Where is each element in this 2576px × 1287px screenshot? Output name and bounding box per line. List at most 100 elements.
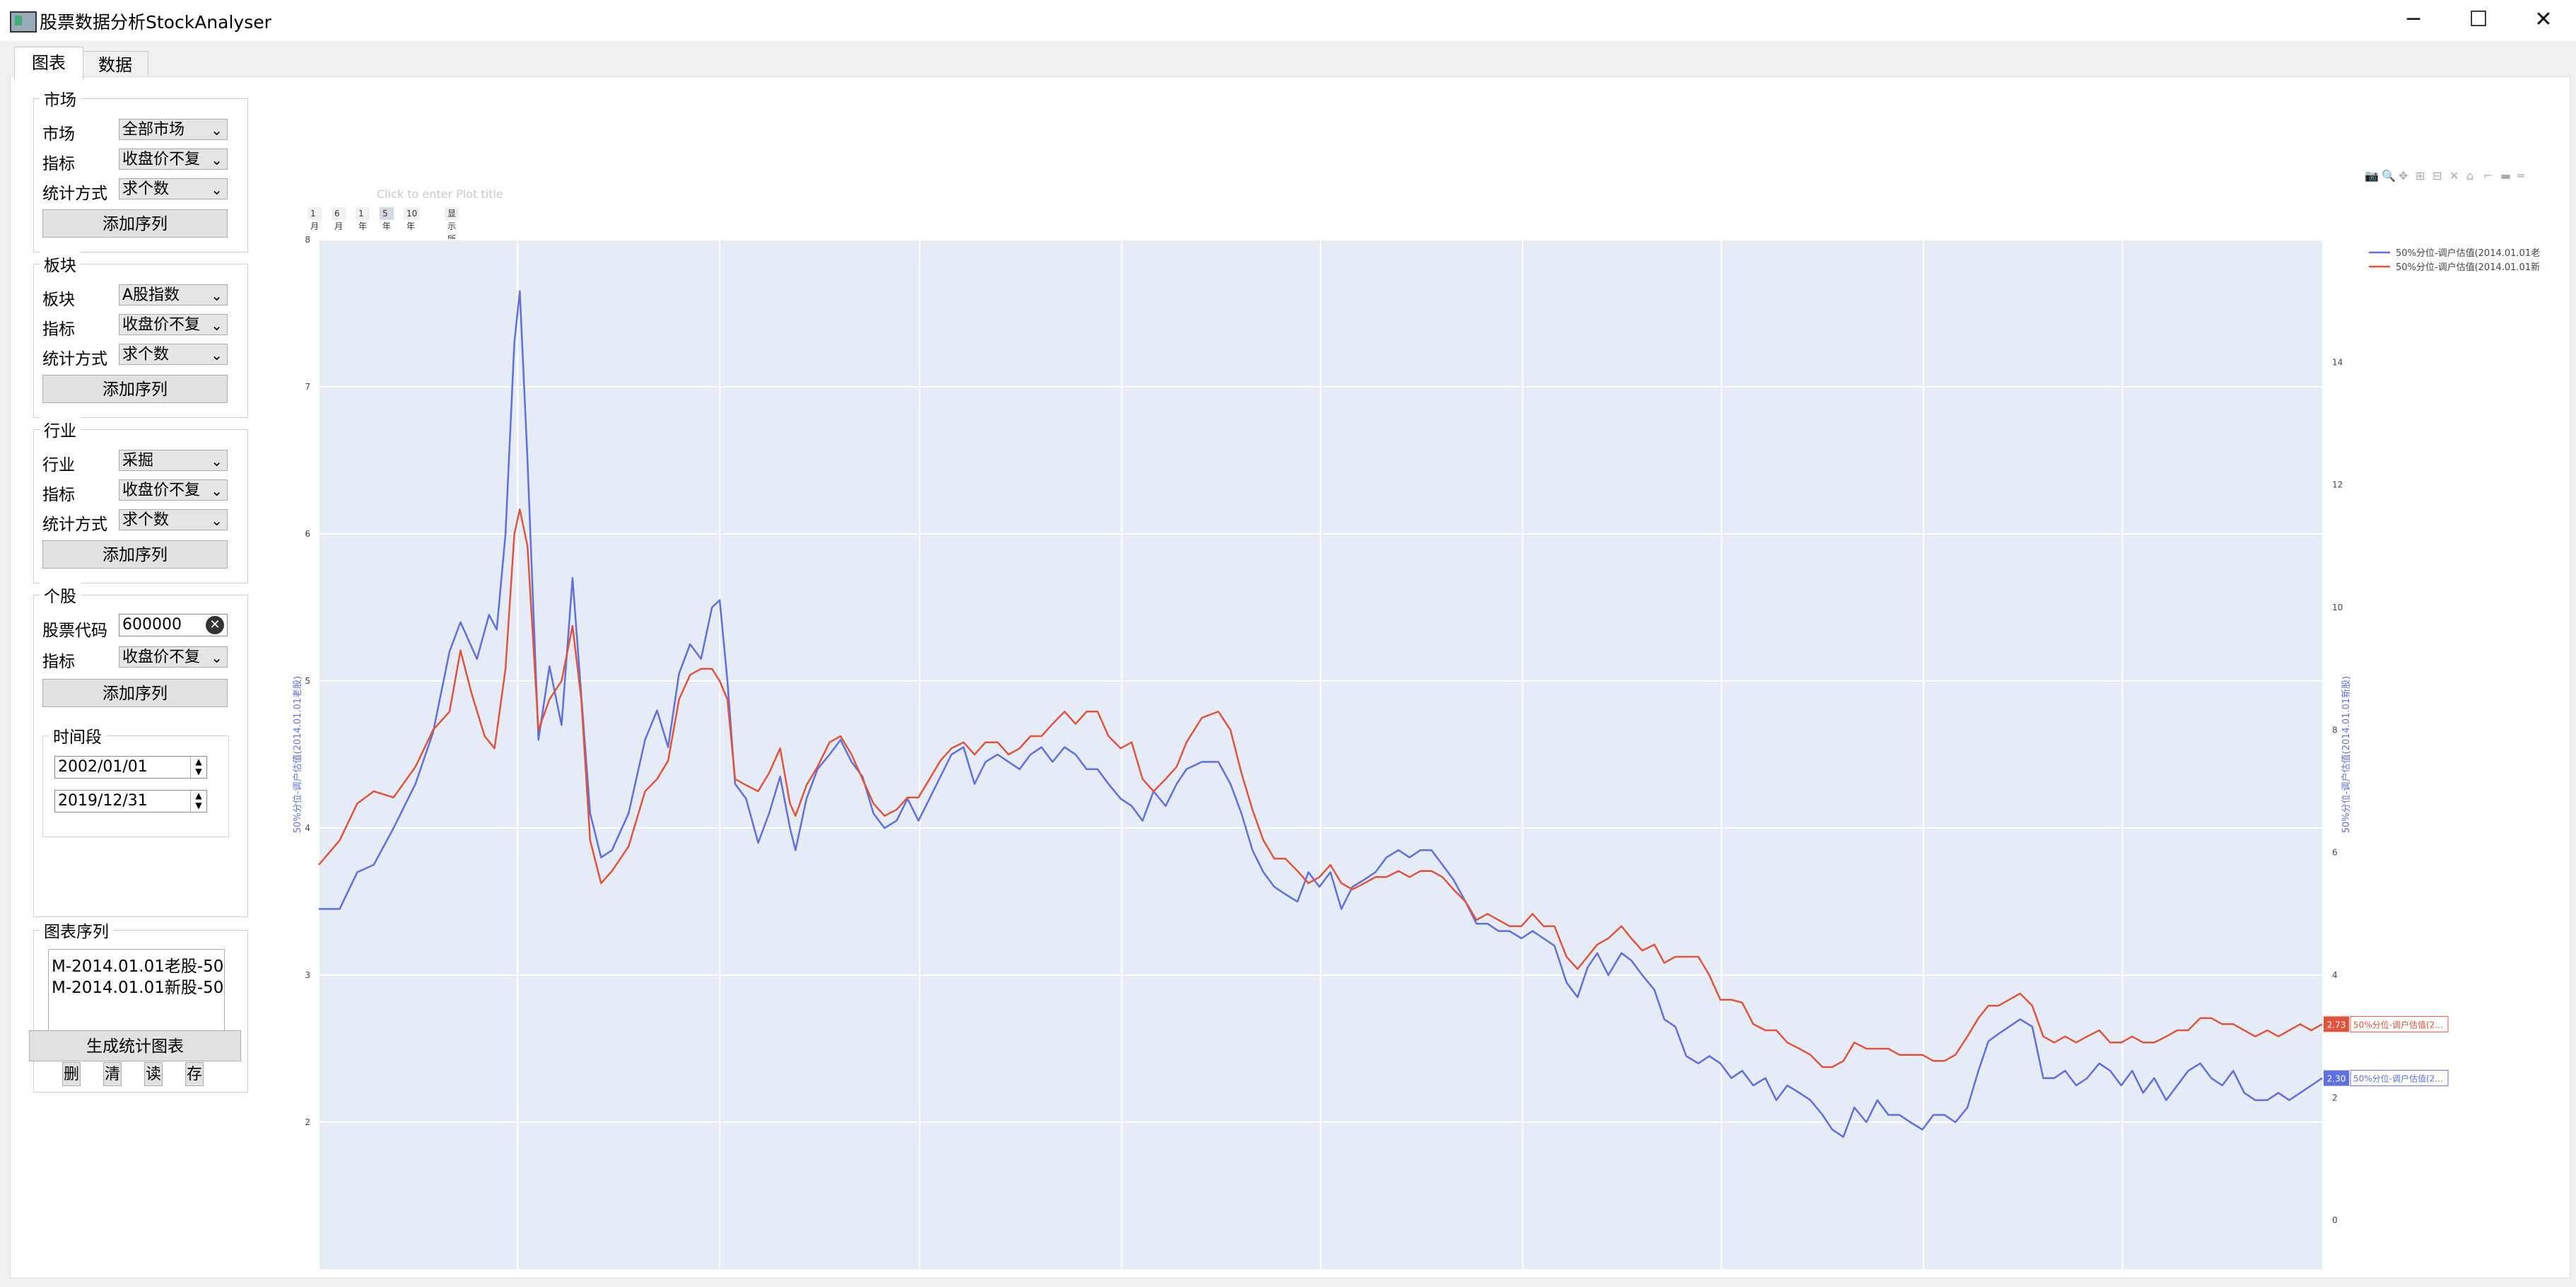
market-select[interactable]: 全部市场 ⌄: [119, 119, 228, 140]
legend-label: 50%分位-调户估值(2014.01.01老股): [2396, 248, 2540, 259]
metric-select-value: 收盘价不复: [122, 648, 201, 666]
spike-icon[interactable]: ⌐: [2483, 169, 2493, 182]
stat-method-select[interactable]: 求个数 ⌄: [119, 344, 228, 365]
stock-code-value: 600000: [122, 616, 182, 634]
clear-icon[interactable]: ✕: [206, 616, 224, 634]
y-left-tick-label: 5: [305, 676, 310, 686]
chevron-down-icon: ⌄: [211, 151, 223, 168]
range-button[interactable]: 1月: [308, 207, 322, 231]
tab-chart[interactable]: 图表: [14, 47, 83, 80]
chevron-down-icon: ⌄: [211, 512, 223, 529]
add-series-button[interactable]: 添加序列: [42, 679, 228, 707]
sector-group: 板块 板块 A股指数 ⌄ 指标 收盘价不复 ⌄ 统计方式 求个数 ⌄ 添加序列: [33, 252, 248, 418]
y-right-tick-label: 10: [2332, 602, 2343, 612]
chart-area: Click to enter Plot title 1月6月1年5年10年显示所…: [144, 148, 2540, 1272]
clear-series-button[interactable]: 清: [103, 1062, 122, 1086]
industry-group-title: 行业: [40, 417, 81, 441]
market-label: 市场: [42, 125, 75, 144]
window-title: 股票数据分析StockAnalyser: [40, 12, 271, 33]
market-group: 市场 市场 全部市场 ⌄ 指标 收盘价不复 ⌄ 统计方式 求个数 ⌄ 添加序列: [33, 86, 248, 252]
industry-select[interactable]: 采掘 ⌄: [119, 450, 228, 471]
hover-closest-icon[interactable]: ▬: [2500, 169, 2512, 182]
save-series-button[interactable]: 存: [185, 1062, 204, 1086]
hover-value-label: 2.30: [2327, 1074, 2346, 1084]
add-series-button[interactable]: 添加序列: [42, 540, 228, 569]
add-series-button[interactable]: 添加序列: [42, 375, 228, 403]
stat-method-select-value: 求个数: [122, 346, 170, 363]
series-line-new-stock: [318, 508, 2323, 1068]
start-date-input[interactable]: 2002/01/01 ▲ ▼: [54, 756, 207, 779]
metric-select[interactable]: 收盘价不复 ⌄: [119, 148, 228, 170]
market-group-title: 市场: [40, 86, 81, 110]
metric-label: 指标: [42, 320, 75, 339]
series-list-item[interactable]: M-2014.01.01老股-50: [52, 957, 224, 976]
range-button[interactable]: 10年: [404, 207, 421, 231]
tab-bar: 图表 数据: [0, 41, 2576, 80]
metric-select[interactable]: 收盘价不复 ⌄: [119, 479, 228, 501]
hover-compare-icon[interactable]: ═: [2517, 169, 2524, 182]
industry-select-value: 采掘: [122, 452, 154, 470]
zoom-out-icon[interactable]: ⊟: [2432, 169, 2442, 182]
series-list-title: 图表序列: [40, 918, 113, 942]
hover-name-label: 50%分位-调户估值(2...: [2353, 1019, 2443, 1030]
y-right-tick-label: 6: [2332, 848, 2338, 858]
delete-series-button[interactable]: 删: [62, 1062, 81, 1086]
maximize-button[interactable]: ☐: [2469, 7, 2488, 32]
sector-select[interactable]: A股指数 ⌄: [119, 284, 228, 305]
series-list-item[interactable]: M-2014.01.01新股-50: [52, 979, 224, 997]
range-button[interactable]: 5年: [380, 207, 394, 231]
chart-title-placeholder[interactable]: Click to enter Plot title: [377, 187, 503, 201]
y-right-tick-label: 8: [2332, 725, 2338, 735]
metric-select-value: 收盘价不复: [122, 482, 201, 499]
period-group-title: 时间段: [49, 723, 106, 747]
stat-method-select-value: 求个数: [122, 511, 170, 529]
stat-method-label: 统计方式: [42, 350, 107, 368]
minimize-button[interactable]: ─: [2406, 7, 2420, 32]
modebar: 📷 🔍 ✥ ⊞ ⊟ ✕ ⌂ ⌐ ▬ ═: [2365, 169, 2547, 187]
load-series-button[interactable]: 读: [144, 1062, 163, 1086]
chevron-down-icon: ⌄: [211, 453, 223, 470]
add-series-button[interactable]: 添加序列: [42, 209, 228, 238]
market-select-value: 全部市场: [122, 121, 185, 139]
metric-select[interactable]: 收盘价不复 ⌄: [119, 314, 228, 335]
sector-label: 板块: [42, 291, 75, 309]
autoscale-icon[interactable]: ✕: [2449, 169, 2459, 182]
industry-label: 行业: [42, 456, 75, 474]
y-right-tick-label: 0: [2332, 1216, 2338, 1225]
range-button[interactable]: 1年: [356, 207, 370, 231]
date-spinner-icon[interactable]: ▲ ▼: [190, 791, 206, 812]
close-button[interactable]: ✕: [2534, 7, 2553, 32]
tab-data[interactable]: 数据: [82, 51, 148, 78]
y-left-tick-label: 4: [305, 823, 310, 833]
date-spinner-icon[interactable]: ▲ ▼: [190, 757, 206, 778]
hover-name-box: [2350, 1015, 2449, 1032]
chevron-down-icon: ⌄: [211, 287, 223, 304]
zoom-in-icon[interactable]: ⊞: [2416, 169, 2425, 182]
metric-label: 指标: [42, 653, 75, 671]
zoom-icon[interactable]: 🔍: [2382, 169, 2396, 182]
reset-icon[interactable]: ⌂: [2466, 169, 2474, 182]
y-right-tick-label: 4: [2332, 970, 2338, 980]
camera-icon[interactable]: 📷: [2365, 169, 2379, 182]
metric-select-value: 收盘价不复: [122, 316, 201, 334]
y-left-tick-label: 6: [305, 529, 310, 539]
line-chart[interactable]: 2015-01-012015-07-012016-01-012016-07-01…: [144, 148, 2540, 1272]
hover-value-box: [2324, 1070, 2349, 1086]
stat-method-select[interactable]: 求个数 ⌄: [119, 509, 228, 530]
stock-code-input[interactable]: 600000 ✕: [119, 614, 228, 636]
stock-code-label: 股票代码: [42, 622, 107, 640]
y-left-tick-label: 7: [305, 382, 310, 392]
end-date-input[interactable]: 2019/12/31 ▲ ▼: [54, 790, 207, 813]
pan-icon[interactable]: ✥: [2399, 169, 2408, 182]
series-line-old-stock: [319, 290, 2323, 1138]
stat-method-select[interactable]: 求个数 ⌄: [119, 178, 228, 199]
y-right-tick-label: 12: [2332, 480, 2343, 490]
stock-group-title: 个股: [40, 583, 81, 607]
generate-chart-button[interactable]: 生成统计图表: [29, 1030, 241, 1061]
range-button[interactable]: 6月: [332, 207, 346, 231]
metric-select[interactable]: 收盘价不复 ⌄: [119, 646, 228, 668]
end-date-value: 2019/12/31: [58, 792, 148, 810]
y-right-tick-label: 2: [2332, 1093, 2338, 1102]
y-left-tick-label: 3: [305, 970, 310, 980]
legend-label: 50%分位-调户估值(2014.01.01新股): [2396, 262, 2540, 273]
